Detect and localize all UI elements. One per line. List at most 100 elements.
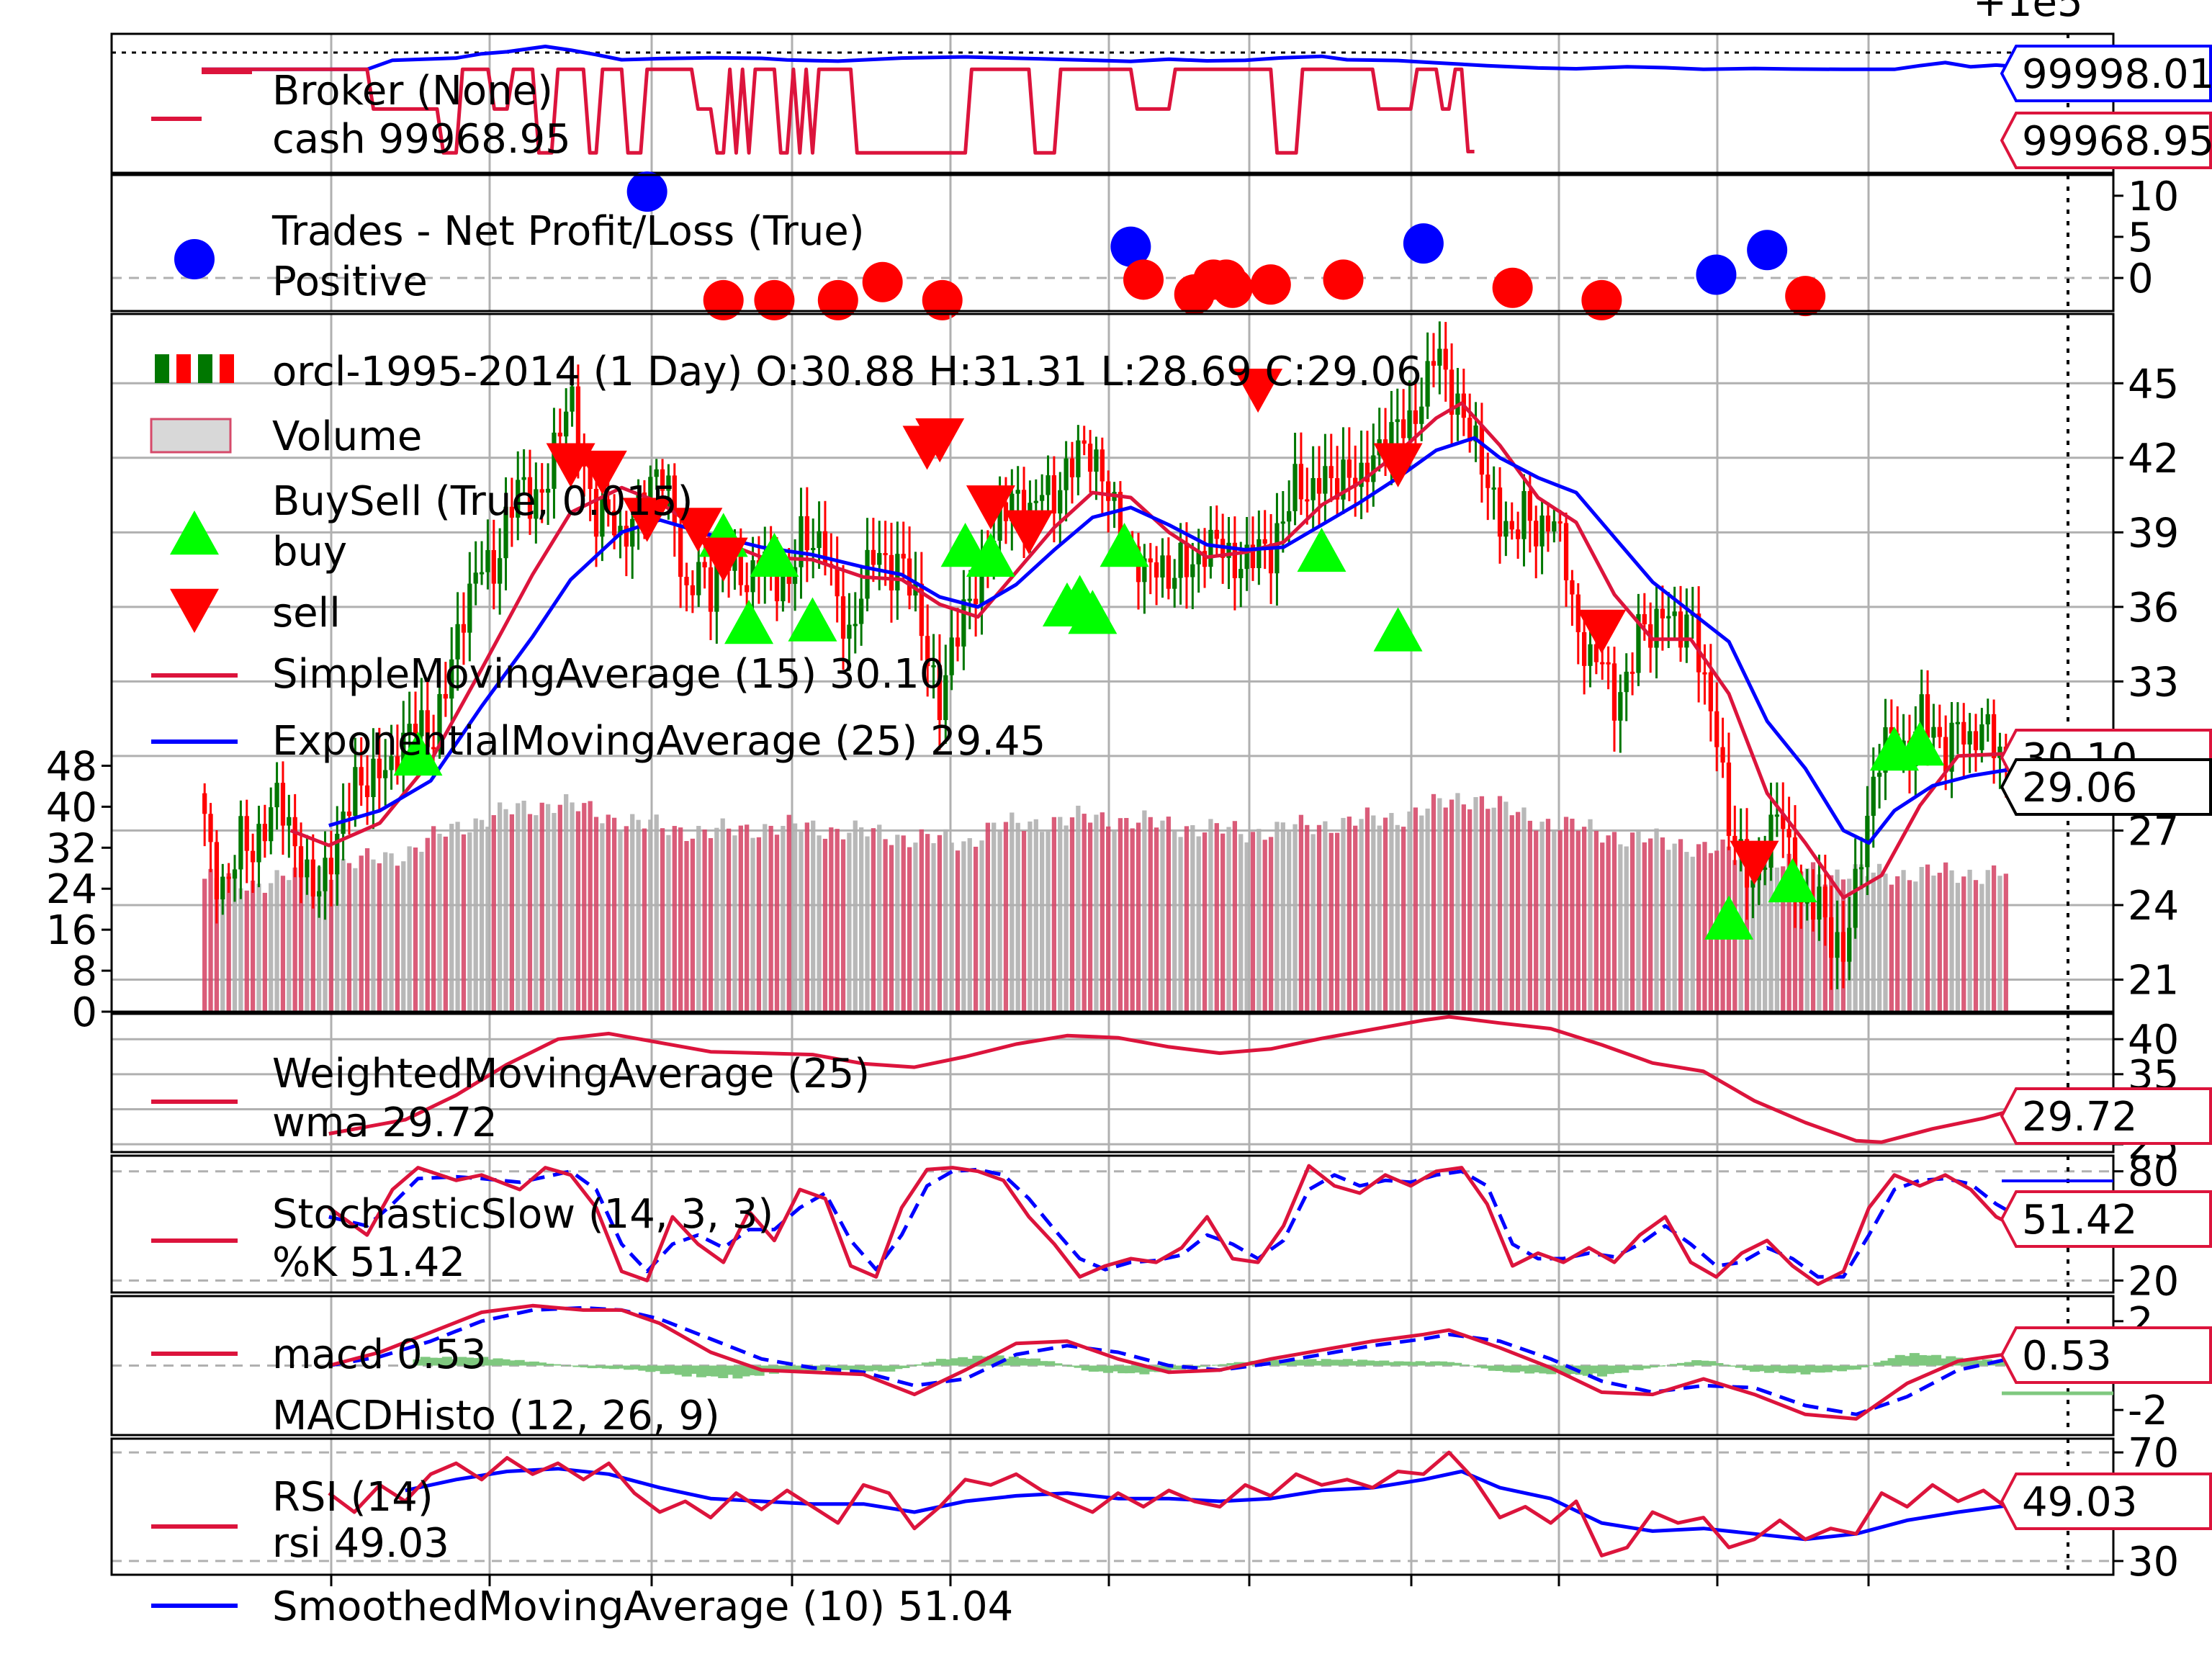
macd-macd-line — [328, 1303, 2010, 1421]
macd-histogram-bar — [1727, 1365, 1738, 1367]
volume-bar — [262, 892, 267, 1012]
volume-bar — [1166, 817, 1171, 1012]
macd-histogram-bar — [1321, 1359, 1331, 1366]
volume-bar — [768, 825, 773, 1012]
volume-bar — [738, 825, 743, 1012]
candle-body — [485, 549, 490, 572]
volume-bar — [648, 819, 653, 1012]
volume-bar — [202, 878, 207, 1012]
volume-bar — [1353, 825, 1358, 1012]
candle-body — [672, 475, 677, 525]
volume-tick-label-4: 32 — [46, 825, 97, 872]
candle-body — [305, 859, 310, 878]
volume-bar — [208, 868, 213, 1012]
volume-bar — [1702, 842, 1707, 1012]
volume-bar — [1407, 811, 1412, 1012]
candle-body — [1214, 529, 1219, 539]
macd-histogram-bar — [1393, 1361, 1404, 1366]
price-legend-data: orcl-1995-2014 (1 Day) O:30.88 H:31.31 L… — [272, 349, 1422, 395]
candle-body — [931, 665, 936, 667]
candle-body — [925, 636, 930, 667]
candle-body — [666, 475, 671, 491]
volume-bar — [1010, 812, 1015, 1012]
volume-bar — [1298, 814, 1304, 1012]
rsi-smma-line — [405, 1467, 2010, 1542]
trades-legend-positive: Positive — [272, 258, 428, 305]
broker-offset-label: +1e5 — [1973, 0, 2083, 26]
candle-body — [1961, 721, 1966, 745]
macd-histogram-bar — [624, 1365, 634, 1370]
volume-bar — [1955, 883, 1961, 1012]
volume-bar — [1401, 827, 1406, 1012]
volume-bar — [1534, 830, 1539, 1012]
macd-histogram-bar — [1038, 1361, 1048, 1366]
candle-body — [1503, 521, 1509, 537]
trade-point — [1323, 259, 1364, 300]
candle-body — [949, 637, 954, 675]
candle-body — [328, 858, 334, 875]
candle-body — [449, 659, 454, 699]
candle-body — [1202, 551, 1208, 567]
price-tick-label-7: 42 — [2128, 436, 2179, 482]
volume-bar — [310, 878, 315, 1012]
candle-body — [1509, 521, 1514, 530]
sell-marker — [1373, 443, 1423, 487]
candle-body — [262, 824, 267, 842]
macd-histogram-bar — [1684, 1362, 1695, 1366]
volume-bar — [1130, 828, 1135, 1012]
volume-bar — [1064, 825, 1069, 1012]
candle-body — [919, 583, 924, 637]
candle-body — [1552, 521, 1557, 532]
candle-body — [1106, 481, 1111, 501]
volume-bar — [1310, 834, 1316, 1012]
macd-histogram-bar — [1706, 1361, 1717, 1366]
price-tick-label-0: 21 — [2128, 957, 2179, 1004]
volume-bar — [1382, 817, 1388, 1012]
volume-bar — [618, 830, 623, 1012]
candle-body — [1678, 611, 1683, 648]
candle-body — [335, 833, 340, 875]
volume-bar — [937, 835, 943, 1012]
macd-histogram-bar — [645, 1365, 656, 1372]
candle-body — [1389, 422, 1394, 463]
candle-body — [1172, 577, 1177, 589]
volume-bar — [341, 858, 346, 1012]
volume-bar — [1413, 807, 1419, 1012]
candle-body — [1804, 901, 1809, 904]
volume-bar — [2003, 873, 2008, 1012]
volume-bar — [1979, 884, 1984, 1012]
candle-body — [684, 577, 689, 585]
broker-frame — [110, 32, 2115, 174]
macd-histogram-bar — [914, 1364, 925, 1366]
macd-histogram-bar — [921, 1362, 932, 1366]
volume-bar — [1046, 831, 1051, 1012]
volume-bar — [763, 824, 768, 1012]
macd-histogram-bar — [1669, 1364, 1680, 1366]
volume-bar — [419, 851, 424, 1012]
candle-body — [1606, 662, 1611, 665]
candle-body — [498, 558, 503, 584]
volume-bar — [1154, 827, 1159, 1012]
volume-bar — [1611, 832, 1617, 1012]
candle-body — [1654, 608, 1659, 648]
volume-bar — [684, 840, 689, 1012]
candle-body — [618, 526, 623, 536]
macd-histogram-bar — [1764, 1365, 1775, 1373]
macd-histogram-bar — [1604, 1365, 1615, 1375]
macd-tick-label-0: -2 — [2128, 1388, 2168, 1434]
volume-bar — [630, 814, 635, 1012]
macd-histogram-bar — [1459, 1364, 1470, 1366]
macd-histogram-bar — [1829, 1365, 1840, 1371]
volume-bar — [1618, 844, 1623, 1012]
volume-bar — [1563, 817, 1569, 1012]
candle-body — [1925, 694, 1930, 738]
volume-bar — [792, 823, 798, 1012]
broker-legend-cash: cash 99968.95 — [272, 116, 571, 163]
macd-histogram-bar — [1045, 1361, 1056, 1366]
volume-bar — [1461, 804, 1466, 1012]
macd-histogram-bar — [652, 1365, 663, 1372]
candle-body — [1196, 551, 1201, 565]
stochastic-tick-label-1: 80 — [2128, 1149, 2179, 1196]
volume-bar — [1756, 871, 1761, 1012]
volume-bar — [1600, 842, 1605, 1012]
